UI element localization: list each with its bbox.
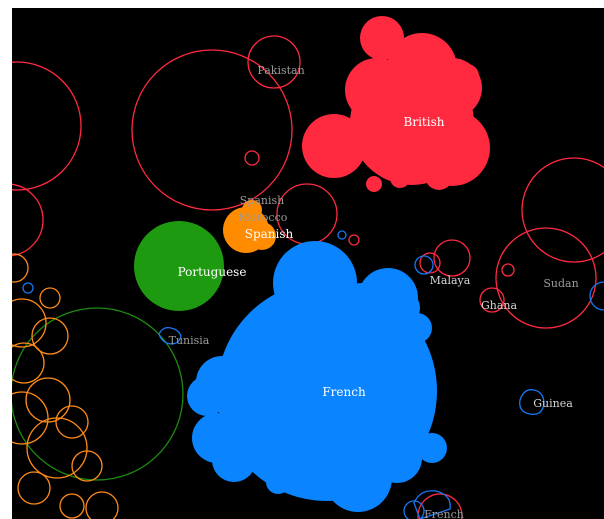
spanish-outline-bubble[interactable] [12,342,45,384]
portuguese-label: Portuguese [178,265,247,279]
morocco-label: Morocco [239,211,288,224]
portuguese-bubble[interactable] [134,221,224,311]
british-outline-bubble[interactable] [419,252,441,274]
spanish-outline-bubble[interactable] [12,391,49,445]
french-outline-bubble[interactable] [403,500,425,519]
portuguese-outline-circles [12,307,184,481]
british-outline-bubble[interactable] [417,493,463,519]
french-bubble[interactable] [187,241,447,512]
spanish-outline-bubble[interactable] [71,450,103,482]
guinea-label: Guinea [533,397,573,410]
spanish-outline-bubble[interactable] [39,287,61,309]
spanish-outline-bubble[interactable] [31,317,69,355]
spanish-outline-bubble[interactable] [17,471,51,505]
spanish-outline-bubble[interactable] [59,493,85,519]
british-outline-bubble[interactable] [131,49,293,211]
british-outline-bubble[interactable] [12,61,82,191]
british-outline-bubble[interactable] [495,227,597,329]
spanish-outline-bubble[interactable] [12,298,47,348]
french-outline-bubble[interactable] [337,230,347,240]
pakistan-label: Pakistan [257,64,304,77]
british-outline-bubble[interactable] [12,183,44,257]
french-label: French [322,385,366,399]
labels-layer: British French Portuguese Spanish Spanis… [169,64,579,519]
british-outline-bubble[interactable] [501,263,515,277]
spanish-outline-bubble[interactable] [12,253,29,283]
spanish-faint-label: Spanish [240,194,284,207]
empire-bubble-map: British French Portuguese Spanish Spanis… [12,16,604,519]
french-outline-blob[interactable] [413,490,451,519]
portuguese-outline-bubble[interactable] [12,307,184,481]
spanish-outline-bubble[interactable] [85,491,119,519]
tunisia-label: Tunisia [169,334,210,347]
british-outline-bubble[interactable] [247,35,301,89]
visualization-canvas: British French Portuguese Spanish Spanis… [12,8,604,519]
british-label: British [404,115,445,129]
spanish-outline-bubble[interactable] [26,417,88,479]
french-outline-bubble[interactable] [414,255,434,275]
spanish-outline-circles [12,253,119,519]
french-outline-blob[interactable] [519,389,545,415]
spanish-bubble[interactable] [223,200,276,253]
french-outline-bubble[interactable] [589,281,604,311]
spanish-label: Spanish [245,227,294,241]
french-outline-shapes [22,230,604,519]
british-outline-bubble[interactable] [244,150,260,166]
british-outline-bubble[interactable] [433,239,471,277]
british-outline-bubble[interactable] [521,157,604,263]
ghana-label: Ghana [481,299,518,312]
british-bubble[interactable] [302,16,490,192]
french-outline-blob[interactable] [158,326,182,345]
british-outline-bubble[interactable] [348,234,360,246]
french-outline-bubble[interactable] [22,282,34,294]
french-bottom-label: French [424,508,464,519]
spanish-outline-bubble[interactable] [55,405,89,439]
sudan-label: Sudan [543,277,578,290]
british-outline-bubble[interactable] [479,287,505,313]
malaya-label: Malaya [430,274,471,287]
